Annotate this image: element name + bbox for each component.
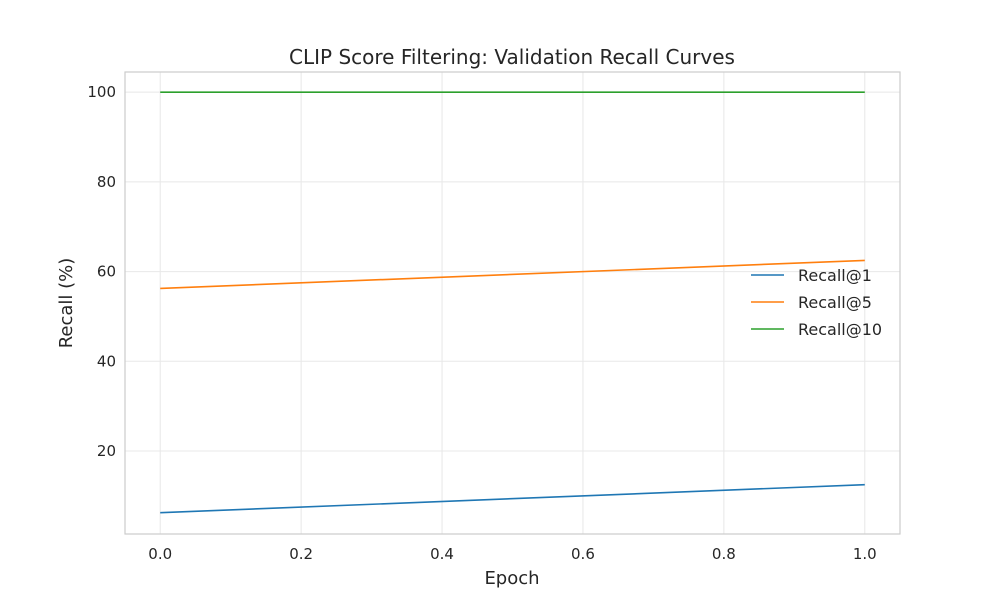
y-tick-label: 40 [97, 352, 116, 370]
x-axis-ticks: 0.0 0.2 0.4 0.6 0.8 1.0 [148, 545, 876, 563]
x-axis-label: Epoch [484, 568, 539, 589]
legend: Recall@1 Recall@5 Recall@10 [751, 266, 882, 339]
grid-lines [125, 72, 900, 534]
x-tick-label: 1.0 [853, 545, 877, 563]
x-tick-label: 0.6 [571, 545, 595, 563]
y-axis-label: Recall (%) [56, 258, 77, 349]
plot-area-frame [124, 71, 901, 535]
legend-label-recall-1: Recall@1 [798, 266, 872, 285]
x-tick-label: 0.8 [712, 545, 736, 563]
series-line-recall-5 [160, 259, 865, 290]
x-tick-label: 0.0 [148, 545, 172, 563]
y-tick-label: 80 [97, 173, 116, 191]
series-layer [160, 91, 865, 514]
y-tick-label: 20 [97, 442, 116, 460]
x-tick-label: 0.2 [289, 545, 313, 563]
chart-title: CLIP Score Filtering: Validation Recall … [289, 45, 735, 69]
y-tick-label: 60 [97, 263, 116, 281]
y-axis-ticks: 20 40 60 80 100 [87, 83, 116, 460]
y-tick-label: 100 [87, 83, 116, 101]
series-line-recall-1 [160, 483, 865, 514]
x-tick-label: 0.4 [430, 545, 454, 563]
legend-label-recall-5: Recall@5 [798, 293, 872, 312]
legend-label-recall-10: Recall@10 [798, 320, 882, 339]
